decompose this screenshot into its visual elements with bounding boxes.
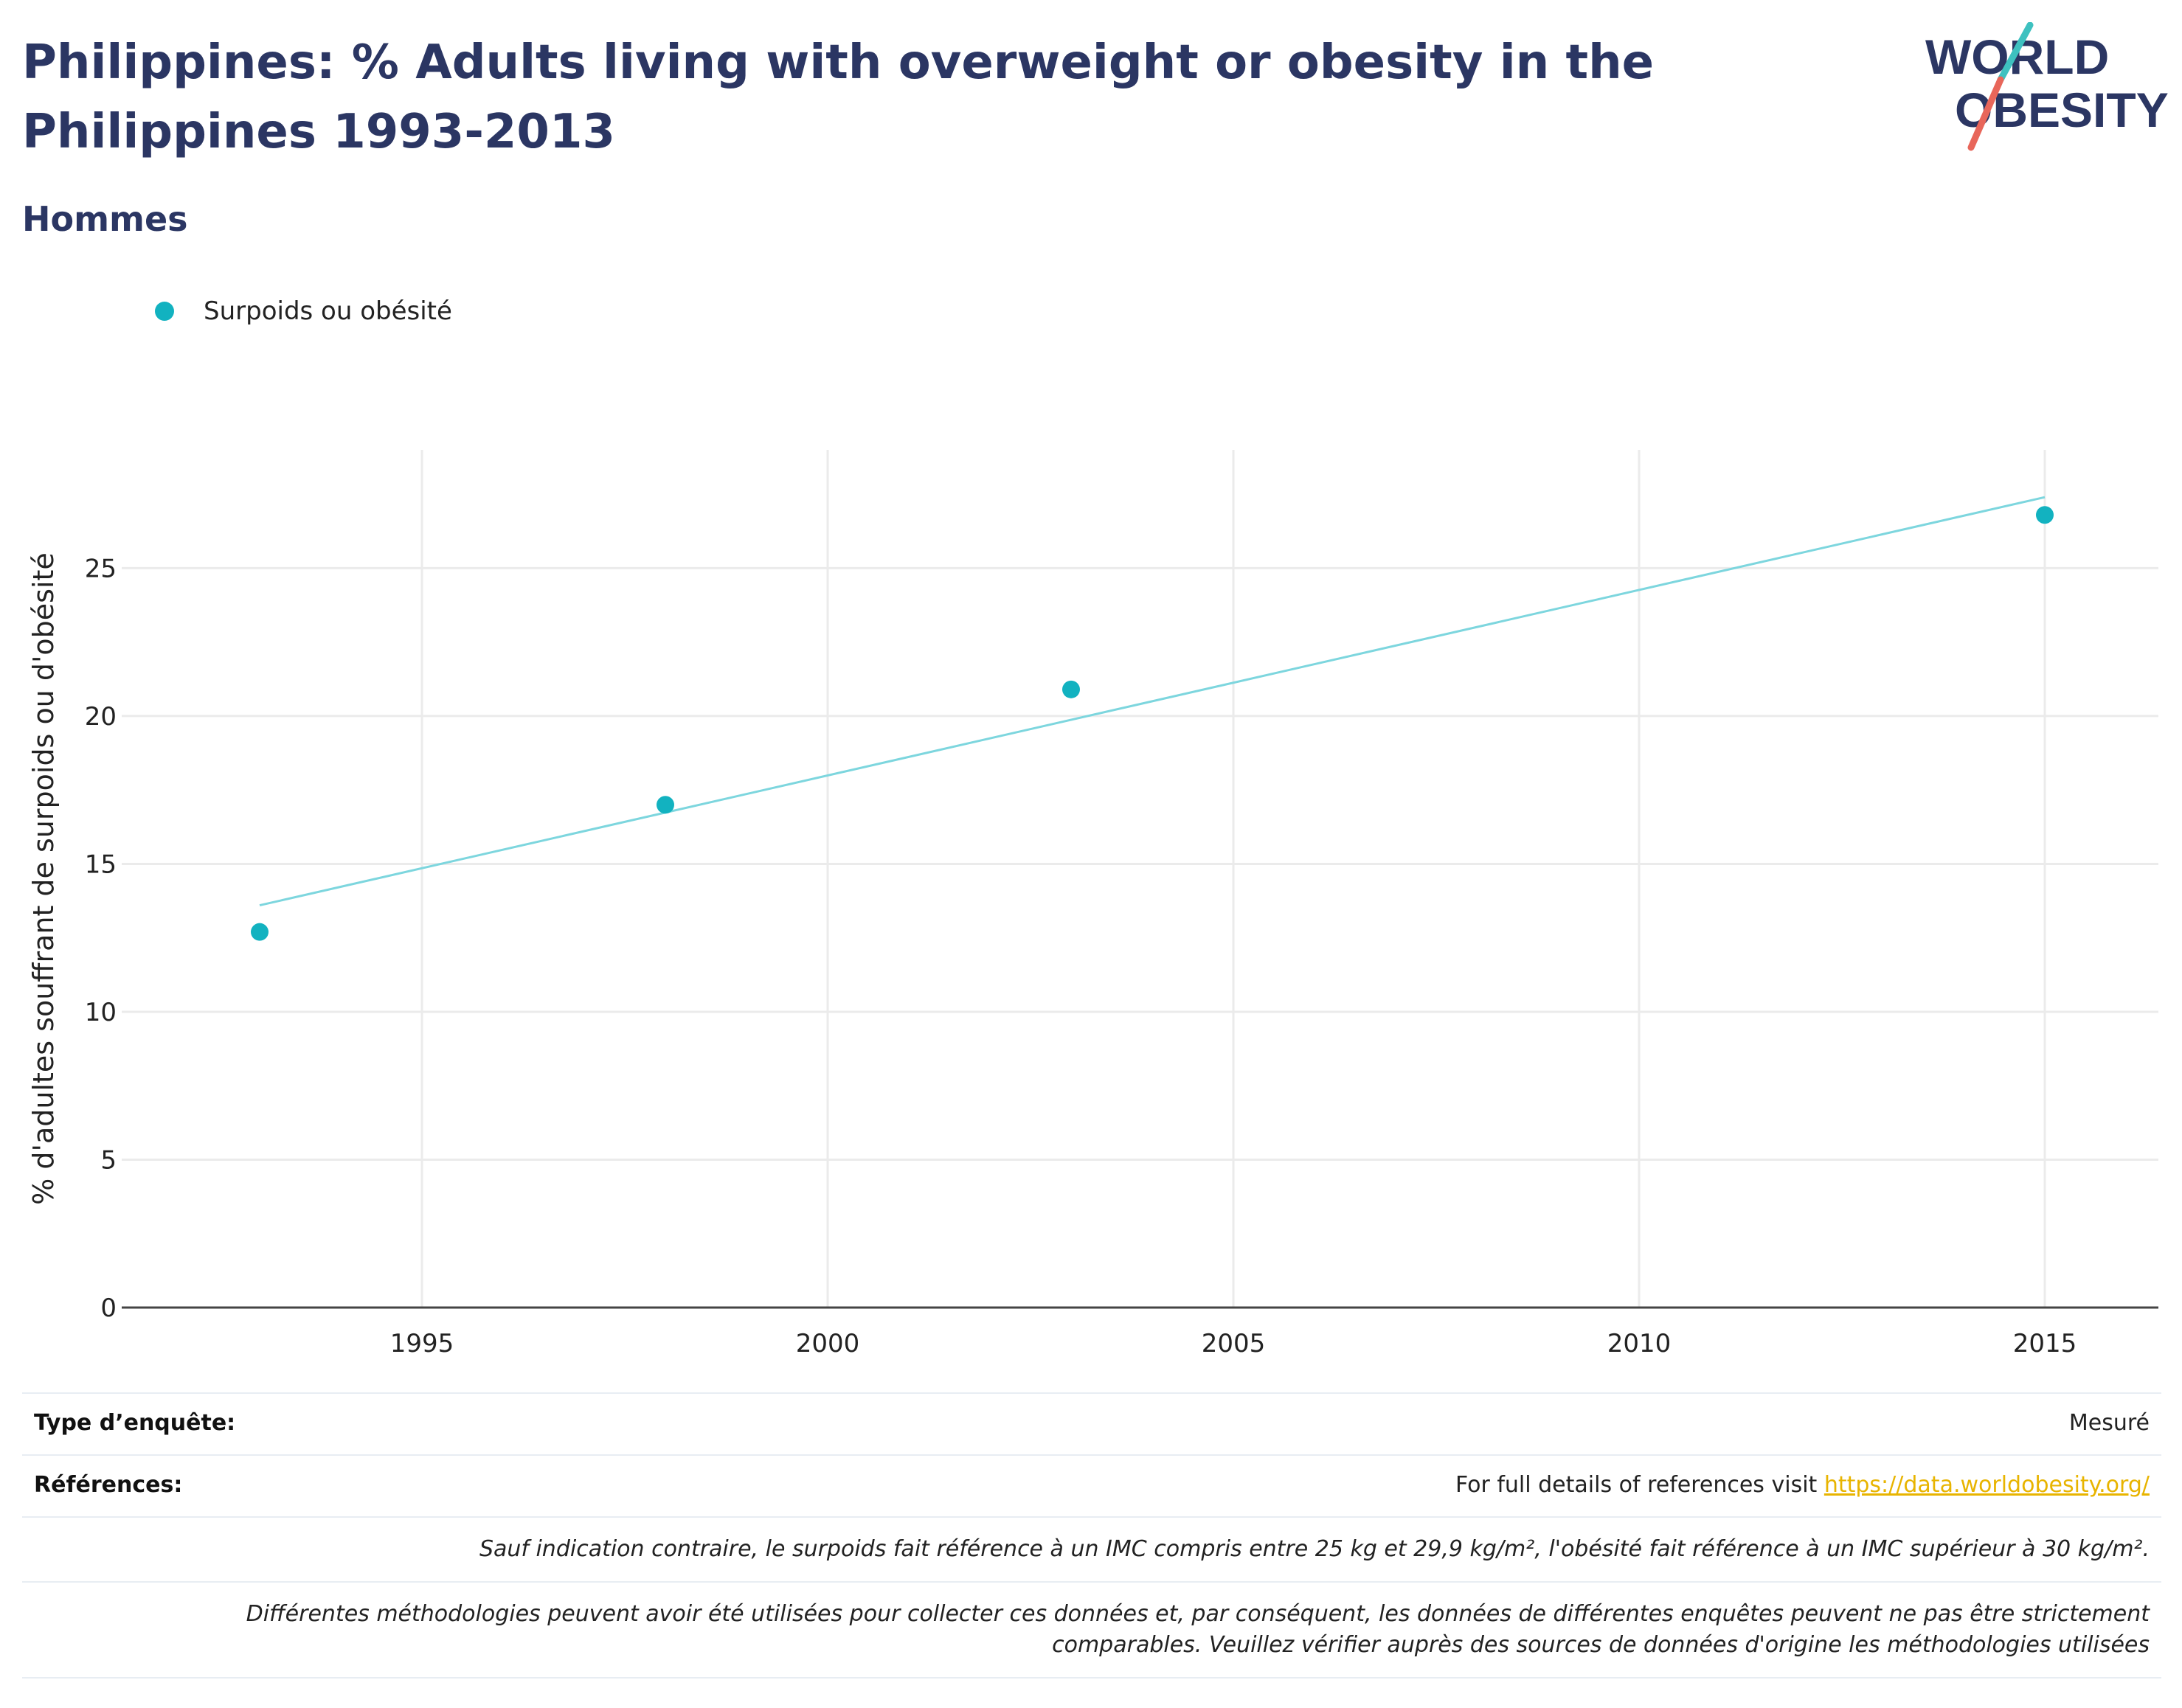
world-obesity-logo: WORLD OBESITY xyxy=(1925,22,2169,151)
references-value: For full details of references visit htt… xyxy=(1455,1472,2150,1498)
y-tick-label: 25 xyxy=(85,554,117,583)
references-label: Références: xyxy=(34,1472,183,1498)
x-tick-label: 1995 xyxy=(390,1329,454,1358)
chart-subtitle: Hommes xyxy=(22,199,188,239)
survey-type-row: Type d’enquête: Mesuré xyxy=(22,1394,2161,1456)
x-tick-label: 2000 xyxy=(796,1329,860,1358)
data-point xyxy=(657,796,674,814)
logo-word-world: WORLD xyxy=(1925,29,2109,84)
y-tick-label: 5 xyxy=(100,1145,117,1175)
logo-red-stroke xyxy=(1967,76,2004,151)
bmi-definition-note: Sauf indication contraire, le surpoids f… xyxy=(22,1518,2161,1583)
data-point xyxy=(251,923,269,941)
references-link[interactable]: https://data.worldobesity.org/ xyxy=(1823,1472,2150,1498)
survey-type-value: Mesuré xyxy=(2068,1410,2150,1436)
y-tick-label: 10 xyxy=(85,998,117,1027)
x-tick-label: 2010 xyxy=(1607,1329,1672,1358)
references-text: For full details of references visit xyxy=(1455,1472,1824,1498)
y-tick-label: 0 xyxy=(100,1294,117,1323)
chart-footer: Type d’enquête: Mesuré Références: For f… xyxy=(22,1392,2161,1679)
data-point xyxy=(2036,506,2054,524)
x-tick-label: 2015 xyxy=(2013,1329,2077,1358)
logo-teal-stroke xyxy=(1997,22,2034,83)
legend-label: Surpoids ou obésité xyxy=(204,296,452,326)
methodology-note: Différentes méthodologies peuvent avoir … xyxy=(22,1583,2161,1679)
legend-marker-icon xyxy=(155,302,174,321)
y-tick-label: 15 xyxy=(85,850,117,879)
trendline xyxy=(259,496,2046,907)
x-tick-label: 2005 xyxy=(1202,1329,1266,1358)
survey-type-label: Type d’enquête: xyxy=(34,1410,236,1436)
y-axis-label: % d'adultes souffrant de surpoids ou d'o… xyxy=(27,552,60,1205)
chart-legend[interactable]: Surpoids ou obésité xyxy=(155,296,452,326)
references-row: Références: For full details of referenc… xyxy=(22,1456,2161,1518)
scatter-chart: 0 5 10 15 20 25 1995 2000 2005 2010 2015 % d'adulte… xyxy=(27,450,2158,1358)
data-point xyxy=(1062,680,1080,698)
y-tick-label: 20 xyxy=(85,702,117,732)
chart-title: Philippines: % Adults living with overwe… xyxy=(22,35,1655,159)
